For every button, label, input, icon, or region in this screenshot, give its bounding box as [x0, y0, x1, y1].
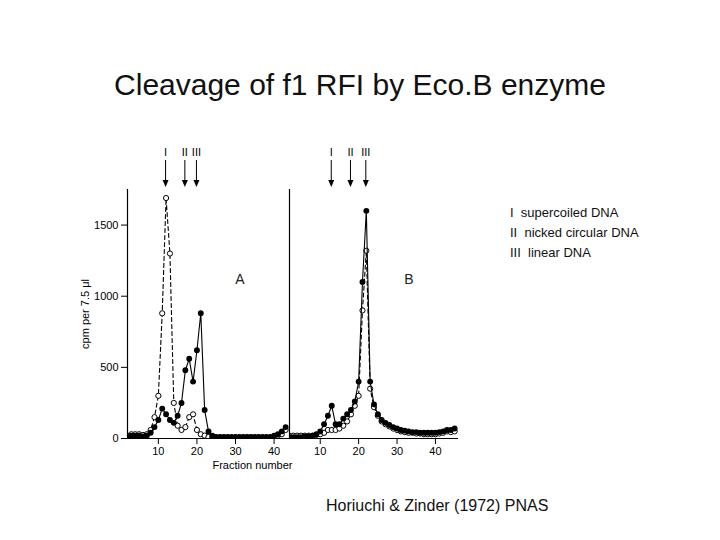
- svg-text:B: B: [404, 271, 413, 287]
- html-text:I supercoiled DNA: I supercoiled DNA: [510, 205, 619, 220]
- svg-text:20: 20: [191, 445, 203, 457]
- html-text:Cleavage of f1 RFI by Eco.B en: Cleavage of f1 RFI by Eco.B enzyme: [114, 68, 606, 101]
- svg-text:30: 30: [229, 445, 241, 457]
- svg-text:10: 10: [314, 445, 326, 457]
- svg-text:30: 30: [391, 445, 403, 457]
- svg-text:40: 40: [268, 445, 280, 457]
- svg-text:cpm per 7.5 μl: cpm per 7.5 μl: [79, 279, 91, 349]
- svg-text:500: 500: [100, 361, 118, 373]
- svg-text:1500: 1500: [94, 219, 118, 231]
- svg-text:II: II: [347, 146, 353, 158]
- html-text:III linear DNA: III linear DNA: [510, 245, 591, 260]
- svg-text:I: I: [330, 146, 333, 158]
- svg-text:10: 10: [152, 445, 164, 457]
- svg-text:Fraction number: Fraction number: [212, 459, 292, 471]
- svg-text:II: II: [182, 146, 188, 158]
- svg-text:III: III: [361, 146, 370, 158]
- svg-text:0: 0: [112, 432, 118, 444]
- html-text:Horiuchi & Zinder (1972) PNAS: Horiuchi & Zinder (1972) PNAS: [326, 497, 549, 514]
- svg-text:1000: 1000: [94, 290, 118, 302]
- svg-text:20: 20: [353, 445, 365, 457]
- svg-text:I: I: [164, 146, 167, 158]
- svg-text:III: III: [192, 146, 201, 158]
- html-text:II nicked circular DNA: II nicked circular DNA: [510, 225, 639, 240]
- svg-text:40: 40: [429, 445, 441, 457]
- svg-text:A: A: [235, 271, 245, 287]
